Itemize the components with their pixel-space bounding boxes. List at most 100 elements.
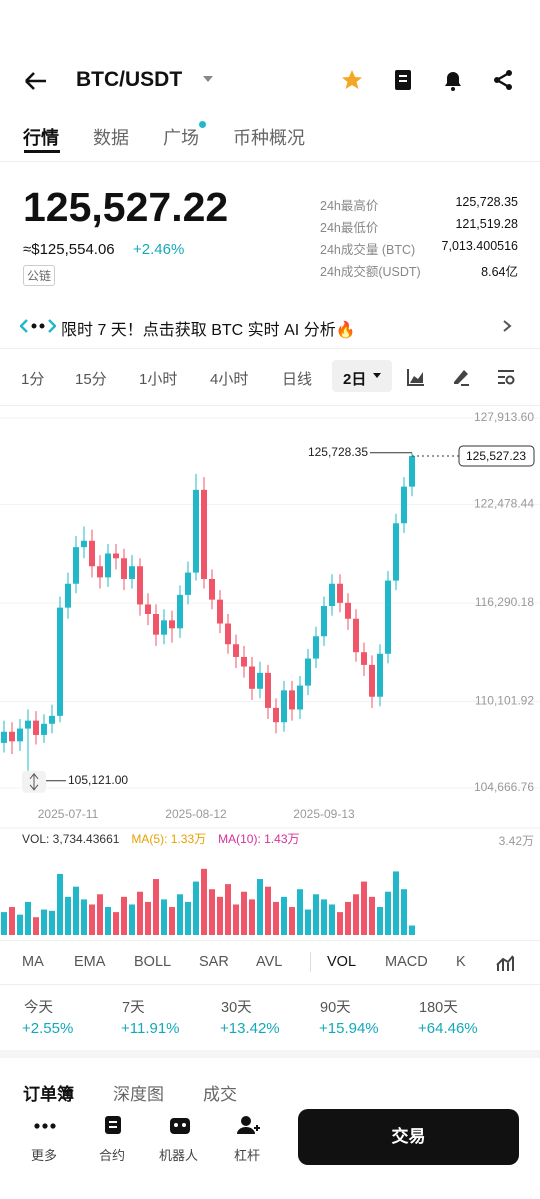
period-change: +11.91%: [121, 1020, 180, 1037]
tab[interactable]: 广场: [163, 128, 199, 148]
candle-body: [393, 523, 399, 581]
last-price-label: 125,527.23: [466, 449, 526, 463]
candle-body: [97, 566, 103, 578]
period-change: +2.55%: [22, 1020, 74, 1037]
candle-body: [249, 666, 255, 689]
volume-legend: VOL: 3,734.43661: [22, 832, 120, 846]
notes-icon[interactable]: [392, 68, 414, 92]
pair-dropdown[interactable]: [202, 74, 214, 84]
interval-selected-bg: [332, 360, 392, 392]
indicator-settings[interactable]: [495, 953, 515, 973]
settings-icon[interactable]: [496, 367, 516, 387]
volume-bar: [161, 899, 167, 935]
candle-body: [25, 720, 31, 729]
volume-bar: [201, 868, 207, 935]
indicator[interactable]: K: [456, 954, 466, 970]
indicator[interactable]: AVL: [256, 954, 283, 970]
y-tick-label: 110,101.92: [475, 694, 534, 708]
tab[interactable]: 币种概况: [233, 128, 305, 148]
divider: [0, 348, 540, 349]
volume-bar: [121, 896, 127, 935]
candle-body: [241, 656, 247, 667]
nav-label[interactable]: 更多: [31, 1148, 58, 1163]
indicator[interactable]: SAR: [199, 954, 229, 970]
stat-label: 24h成交量 (BTC): [320, 243, 416, 257]
chart-type-icon[interactable]: [406, 367, 426, 387]
volume-legend: MA(5): 1.33万: [131, 832, 206, 846]
indicator[interactable]: MACD: [385, 954, 428, 970]
book-tab[interactable]: 深度图: [113, 1085, 164, 1104]
book-tab[interactable]: 成交: [203, 1085, 237, 1104]
candle-body: [337, 583, 343, 603]
stat-label: 24h最高价: [320, 199, 379, 213]
nav-label[interactable]: 杠杆: [234, 1148, 261, 1163]
banner[interactable]: 限时 7 天！点击获取 BTC 实时 AI 分析🔥: [61, 322, 356, 339]
volume-bar: [361, 881, 367, 935]
volume-bar: [217, 896, 223, 935]
futures-icon[interactable]: [101, 1114, 125, 1136]
candle-body: [73, 547, 79, 584]
indicator[interactable]: MA: [22, 954, 44, 970]
candle-body: [265, 672, 271, 708]
period: 30天: [221, 1000, 252, 1016]
interval[interactable]: 1小时: [139, 371, 178, 388]
volume-bar: [185, 901, 191, 935]
volume-bar: [249, 899, 255, 935]
indicator[interactable]: EMA: [74, 954, 106, 970]
bot-icon[interactable]: [168, 1114, 192, 1136]
back-button[interactable]: [22, 70, 50, 92]
volume-bar: [353, 894, 359, 935]
stat-label: 24h成交额(USDT): [320, 265, 421, 279]
candle-body: [41, 723, 47, 735]
book-tab[interactable]: 订单簿: [23, 1085, 74, 1104]
alert-icon[interactable]: [441, 68, 465, 92]
volume-bar: [337, 912, 343, 935]
interval[interactable]: 15分: [75, 371, 107, 388]
more-icon[interactable]: [33, 1116, 57, 1136]
candle-body: [281, 690, 287, 723]
margin-icon[interactable]: [235, 1114, 261, 1138]
volume-bar: [49, 910, 55, 935]
interval[interactable]: 2日: [343, 371, 367, 388]
last-price-box: [458, 445, 535, 467]
indicator[interactable]: VOL: [327, 954, 357, 970]
y-tick-label: 122,478.44: [474, 497, 534, 511]
candle-body: [345, 602, 351, 619]
interval[interactable]: 1分: [21, 371, 45, 388]
candle-body: [129, 566, 135, 579]
candle-body: [353, 618, 359, 653]
nav-label[interactable]: 合约: [99, 1148, 126, 1163]
share-icon[interactable]: [491, 68, 515, 92]
volume-bar: [145, 901, 151, 935]
favorite-icon[interactable]: [340, 68, 364, 92]
divider: [0, 940, 540, 941]
pair[interactable]: BTC/USDT: [76, 68, 183, 91]
candle-body: [209, 578, 215, 600]
ai-icon: [20, 319, 56, 333]
interval[interactable]: 4小时: [210, 371, 249, 388]
candle-body: [177, 594, 183, 629]
volume-bar: [369, 896, 375, 935]
x-tick-label: 2025-09-13: [293, 807, 355, 821]
volume-bar: [257, 879, 263, 935]
chevron[interactable]: [500, 318, 514, 334]
interval[interactable]: 日线: [282, 371, 313, 388]
nav-label[interactable]: 机器人: [159, 1148, 199, 1163]
candle-body: [81, 540, 87, 548]
trade-button[interactable]: 交易: [298, 1109, 519, 1165]
y-tick-label: 127,913.60: [474, 410, 534, 424]
draw-icon[interactable]: [451, 367, 471, 387]
tab[interactable]: 行情: [23, 128, 59, 148]
kline-chart: 127,913.60 122,478.44 116,290.18 110,101.92…: [0, 410, 540, 935]
candle-body: [313, 636, 319, 659]
tab[interactable]: 数据: [93, 128, 129, 148]
low-label: 105,121.00: [68, 773, 128, 787]
candle-body: [401, 486, 407, 524]
volume-bar: [17, 914, 23, 935]
tag: 公链: [23, 265, 56, 286]
indicator[interactable]: BOLL: [134, 954, 172, 970]
volume-bar: [409, 925, 415, 935]
volume-bar: [177, 894, 183, 935]
stat-value: 125,728.35: [455, 195, 518, 209]
